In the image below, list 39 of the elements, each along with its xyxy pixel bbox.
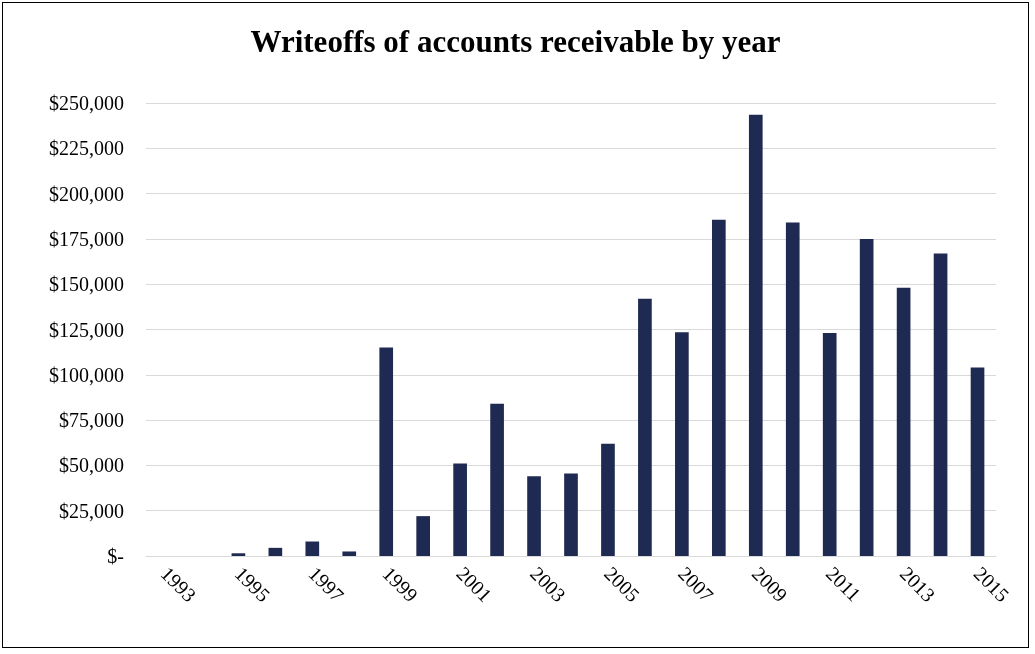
bar [231, 553, 246, 556]
bar [379, 347, 394, 556]
x-tick-label: 1999 [378, 562, 423, 607]
bar [785, 222, 800, 556]
y-tick-label: $100,000 [49, 363, 124, 386]
y-tick-label: $125,000 [49, 318, 124, 341]
y-tick-label: $- [107, 545, 124, 567]
x-tick-label: 2007 [674, 562, 718, 607]
bar [416, 516, 431, 556]
y-tick-label: $175,000 [49, 227, 124, 250]
bar [564, 473, 578, 556]
bar [711, 219, 726, 556]
bar [675, 332, 689, 556]
y-tick-label: $200,000 [49, 182, 124, 205]
y-tick-label: $150,000 [49, 273, 124, 296]
bar [970, 367, 985, 556]
bar [822, 333, 837, 556]
bar [490, 403, 504, 556]
bar [748, 114, 763, 556]
bar [896, 287, 911, 556]
bar [342, 551, 357, 556]
bar [527, 476, 541, 556]
y-tick-label: $50,000 [59, 454, 124, 477]
chart-title: Writeoffs of accounts receivable by year [250, 24, 781, 59]
x-tick-label: 1995 [230, 562, 275, 607]
y-tick-label: $75,000 [59, 409, 124, 432]
x-tick-label: 1997 [304, 562, 349, 607]
bar [933, 253, 948, 556]
x-tick-label: 1993 [156, 562, 201, 607]
bar [268, 547, 283, 556]
y-tick-label: $250,000 [49, 92, 124, 114]
bar [305, 541, 320, 556]
y-tick-label: $225,000 [49, 137, 124, 160]
x-tick-label: 2009 [748, 562, 792, 607]
bar [453, 463, 467, 556]
y-tick-label: $25,000 [59, 499, 124, 522]
bar [601, 443, 615, 556]
bar [638, 298, 652, 556]
bar [859, 238, 874, 556]
